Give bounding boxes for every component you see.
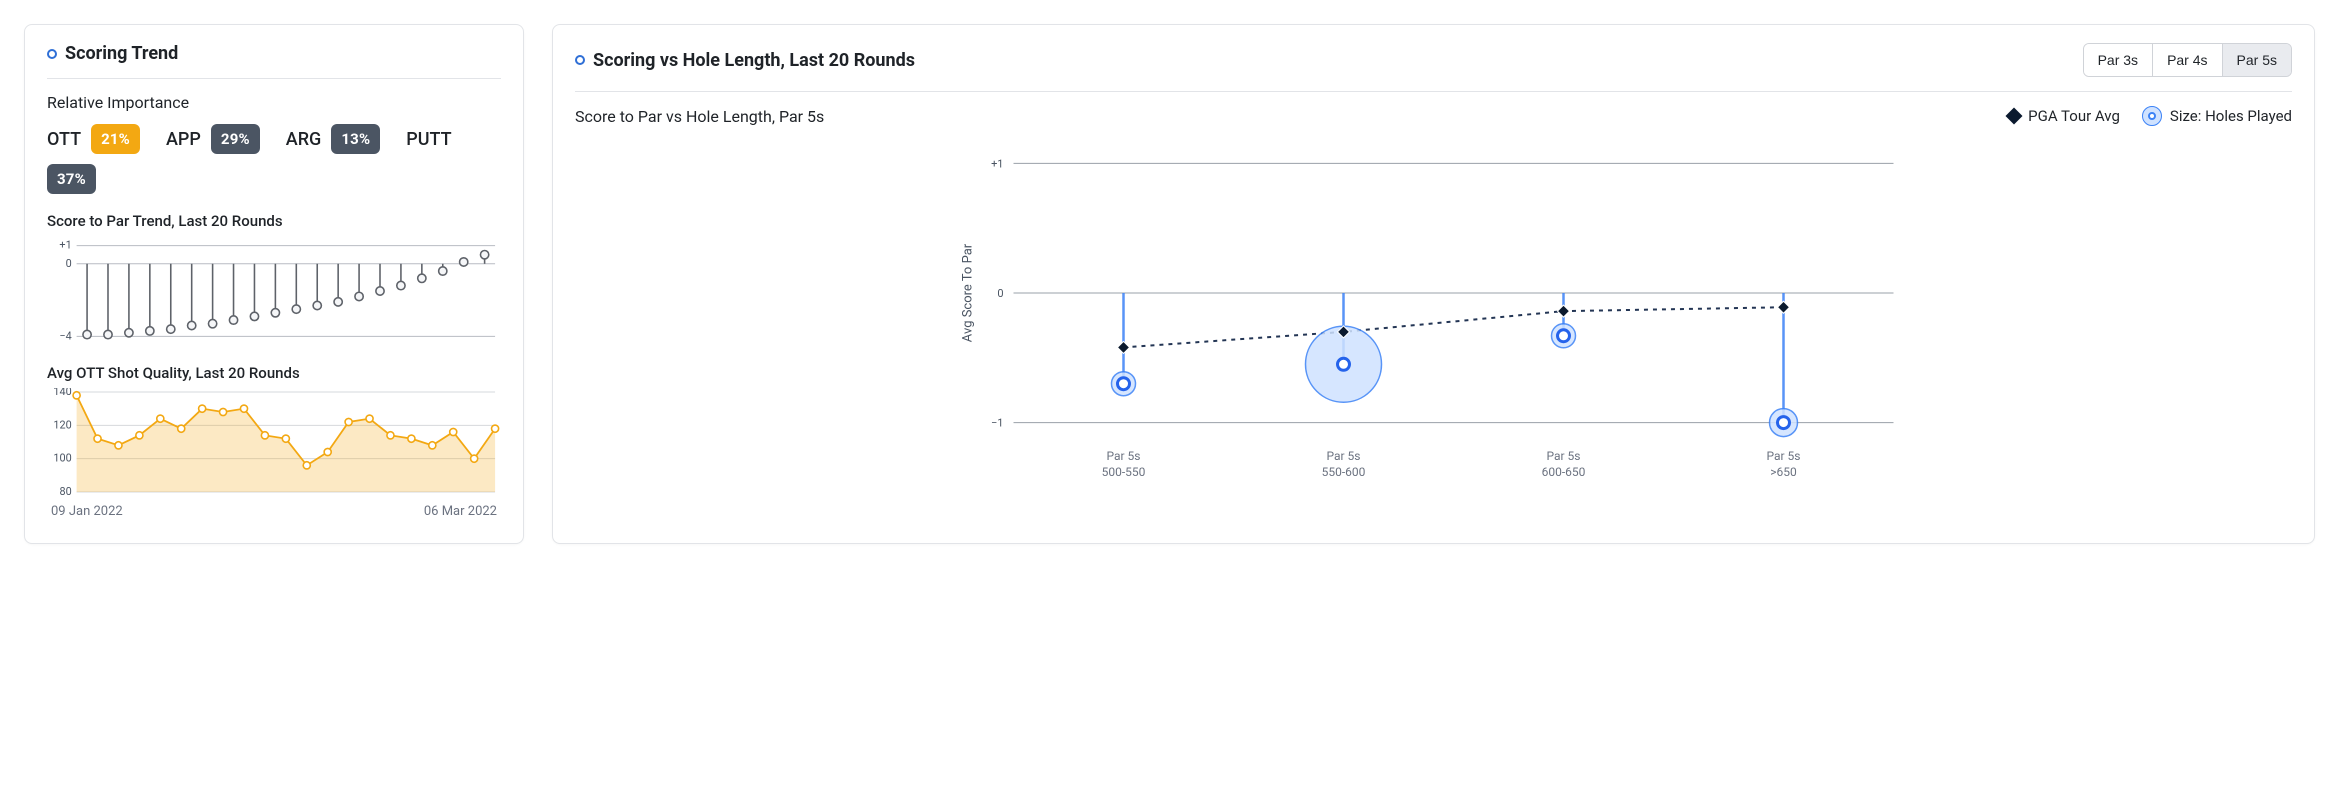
trend2-title: Avg OTT Shot Quality, Last 20 Rounds <box>47 364 501 382</box>
importance-row: OTT 21% APP 29% ARG 13% PUTT 37% <box>47 124 501 194</box>
chart-subtitle: Score to Par vs Hole Length, Par 5s <box>575 107 824 126</box>
scoring-vs-length-card: Scoring vs Hole Length, Last 20 Rounds P… <box>552 24 2315 544</box>
legend-size-label: Size: Holes Played <box>2170 107 2292 125</box>
svg-text:Avg Score To Par: Avg Score To Par <box>961 243 976 342</box>
svg-text:+1: +1 <box>59 239 71 252</box>
date-end: 06 Mar 2022 <box>424 504 497 519</box>
par-tabs: Par 3sPar 4sPar 5s <box>2083 43 2292 77</box>
card-title: Scoring Trend <box>47 43 501 64</box>
svg-text:Par 5s: Par 5s <box>1326 449 1360 463</box>
svg-text:−4: −4 <box>59 329 71 342</box>
bullet-icon <box>575 55 585 65</box>
trend1-title: Score to Par Trend, Last 20 Rounds <box>47 212 501 230</box>
svg-text:0: 0 <box>997 287 1003 300</box>
svg-text:550-600: 550-600 <box>1322 465 1366 479</box>
svg-text:−1: −1 <box>991 417 1003 430</box>
par-tab[interactable]: Par 5s <box>2223 44 2291 76</box>
ring-icon <box>2142 106 2162 126</box>
svg-text:120: 120 <box>53 418 71 431</box>
score-vs-length-chart: +1 0 −1 Avg Score To Par Par 5s 500-550 Par 5s… <box>575 132 2292 492</box>
importance-badge: 29% <box>211 124 260 154</box>
par-tab[interactable]: Par 4s <box>2153 44 2222 76</box>
card-title-text: Scoring vs Hole Length, Last 20 Rounds <box>593 50 915 71</box>
divider <box>575 91 2292 92</box>
legend-size: Size: Holes Played <box>2142 106 2292 126</box>
svg-text:100: 100 <box>53 452 71 465</box>
score-trend-chart: +1 0 −4 <box>47 236 501 346</box>
card-title-text: Scoring Trend <box>65 43 178 64</box>
importance-name: OTT <box>47 129 81 150</box>
legend: PGA Tour Avg Size: Holes Played <box>2008 106 2292 126</box>
date-range: 09 Jan 2022 06 Mar 2022 <box>47 504 501 519</box>
svg-text:Par 5s: Par 5s <box>1106 449 1140 463</box>
svg-text:Par 5s: Par 5s <box>1546 449 1580 463</box>
importance-badge: 13% <box>331 124 380 154</box>
svg-text:Par 5s: Par 5s <box>1766 449 1800 463</box>
importance-name: PUTT <box>406 129 451 150</box>
importance-name: ARG <box>286 129 322 150</box>
ott-quality-chart: 140 120 100 80 <box>47 388 501 498</box>
importance-label: Relative Importance <box>47 93 501 112</box>
svg-text:140: 140 <box>53 388 71 398</box>
svg-text:+1: +1 <box>991 157 1003 170</box>
legend-pga: PGA Tour Avg <box>2008 107 2120 125</box>
diamond-icon <box>2006 108 2023 125</box>
importance-badge: 37% <box>47 164 96 194</box>
legend-pga-label: PGA Tour Avg <box>2028 107 2120 125</box>
svg-text:600-650: 600-650 <box>1542 465 1586 479</box>
importance-name: APP <box>166 129 201 150</box>
divider <box>47 78 501 79</box>
par-tab[interactable]: Par 3s <box>2084 44 2153 76</box>
importance-badge: 21% <box>91 124 140 154</box>
card-title: Scoring vs Hole Length, Last 20 Rounds <box>575 50 915 71</box>
date-start: 09 Jan 2022 <box>51 504 123 519</box>
svg-text:>650: >650 <box>1770 465 1797 479</box>
svg-text:500-550: 500-550 <box>1102 465 1146 479</box>
bullet-icon <box>47 49 57 59</box>
scoring-trend-card: Scoring Trend Relative Importance OTT 21%… <box>24 24 524 544</box>
svg-text:0: 0 <box>66 257 72 270</box>
svg-text:80: 80 <box>59 485 71 498</box>
